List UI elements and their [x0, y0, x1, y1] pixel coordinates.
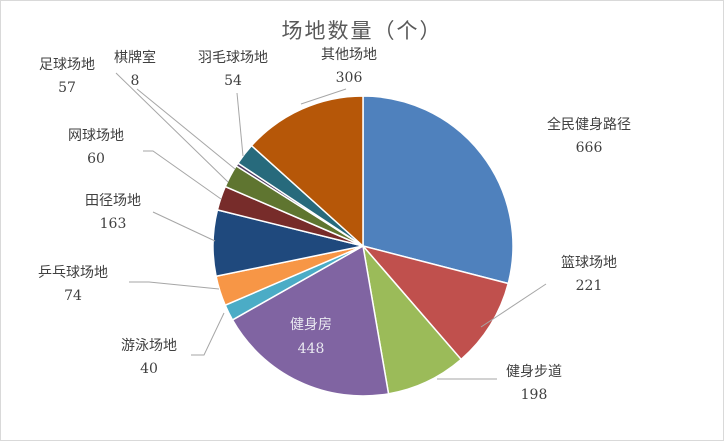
slice-value-label: 666: [576, 140, 603, 156]
slice-name-label: 田径场地: [85, 193, 141, 209]
slice-value-label: 54: [224, 73, 242, 89]
leader-line-5: [191, 312, 225, 356]
slice-value-label: 448: [298, 341, 325, 357]
slice-name-label: 羽毛球场地: [198, 50, 268, 66]
slice-value-label: 198: [521, 387, 548, 403]
slice-value-label: 60: [87, 151, 105, 167]
leader-line-8: [143, 150, 222, 200]
leader-line-10: [136, 88, 236, 170]
slice-value-label: 163: [100, 216, 127, 232]
chart-title: 场地数量（个）: [282, 19, 443, 43]
pie-slices: [212, 95, 514, 397]
slice-name-label: 篮球场地: [561, 255, 617, 271]
pie-slice-1: [362, 95, 514, 285]
slice-name-label: 健身步道: [506, 364, 562, 380]
slice-name-label: 乒乓球场地: [38, 265, 108, 281]
slice-value-label: 221: [576, 278, 603, 294]
slice-name-label: 棋牌室: [114, 49, 156, 66]
slice-value-label: 306: [336, 70, 363, 86]
leader-line-12: [300, 88, 347, 105]
slice-value-label: 74: [64, 288, 82, 304]
slice-value-label: 8: [131, 73, 140, 89]
slice-value-label: 40: [140, 361, 158, 377]
slice-name-label: 网球场地: [68, 128, 124, 144]
slice-name-label: 足球场地: [39, 57, 95, 73]
leader-lines: [115, 72, 547, 380]
leader-line-6: [129, 281, 220, 290]
slice-name-label: 游泳场地: [121, 338, 177, 354]
leader-line-9: [115, 72, 229, 183]
leader-line-7: [152, 211, 216, 242]
pie-slice-4: [231, 244, 390, 397]
slice-name-label: 全民健身路径: [547, 116, 631, 133]
slice-name-label: 其他场地: [321, 47, 377, 63]
slice-name-label: 健身房: [290, 317, 332, 333]
slice-value-label: 57: [58, 80, 76, 96]
leader-line-2: [480, 283, 547, 328]
slice-labels: 全民健身路径 666 篮球场地 221 健身步道 198 健身房 448 游泳场地 40 乒乓球场地…: [38, 47, 631, 403]
pie-slice-12: [250, 95, 364, 248]
pie-slice-2: [360, 244, 510, 361]
leader-line-11: [236, 92, 244, 157]
